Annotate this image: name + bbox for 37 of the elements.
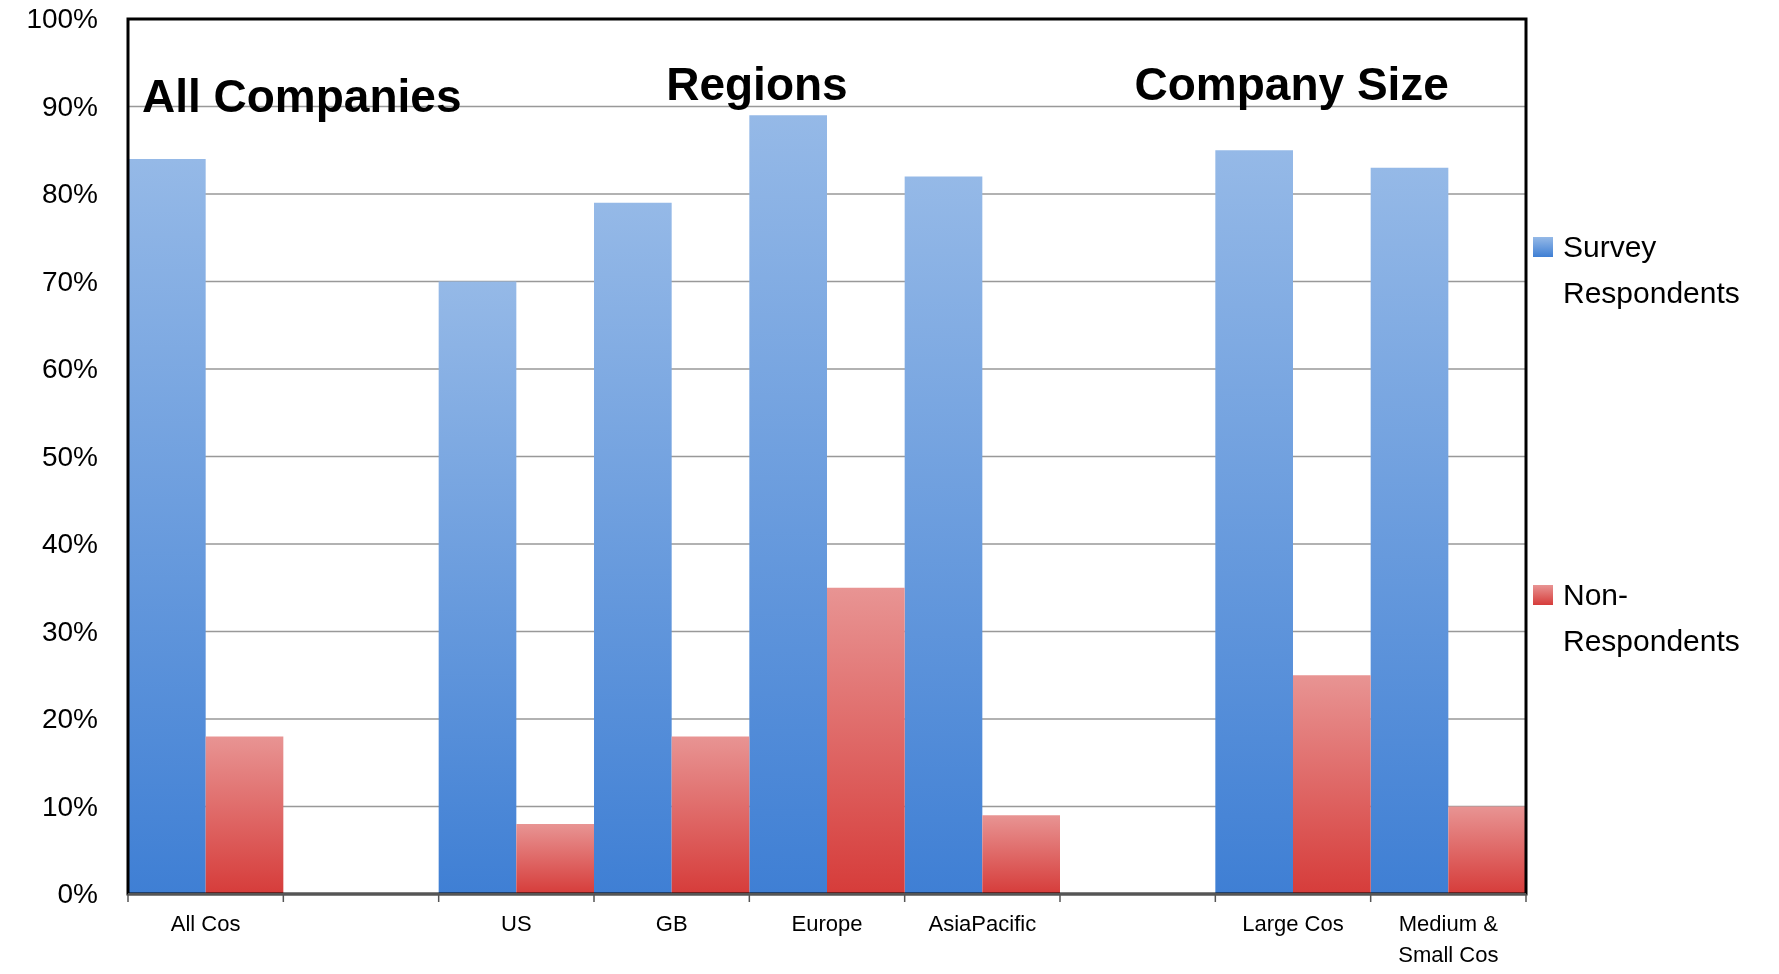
x-tick-label: GB bbox=[655, 911, 688, 936]
y-tick-label: 0% bbox=[57, 878, 98, 910]
bar bbox=[1370, 167, 1449, 894]
y-tick-label: 10% bbox=[41, 790, 98, 822]
y-tick-label: 60% bbox=[41, 353, 98, 385]
bar bbox=[516, 824, 594, 894]
legend-label: Survey Respondents bbox=[1563, 230, 1740, 309]
bar bbox=[904, 176, 983, 894]
bar bbox=[438, 281, 517, 894]
bar bbox=[205, 736, 284, 894]
annotation: Regions bbox=[666, 58, 848, 110]
bar bbox=[671, 736, 750, 894]
x-tick-label: Europe bbox=[791, 911, 863, 936]
bar bbox=[1215, 150, 1293, 894]
x-tick-label: Large Cos bbox=[1242, 911, 1344, 936]
bar bbox=[1293, 675, 1371, 894]
y-tick-label: 20% bbox=[41, 703, 98, 735]
bar bbox=[749, 115, 827, 894]
bar bbox=[1448, 806, 1526, 894]
y-tick-label: 30% bbox=[41, 615, 98, 647]
x-tick-label: US bbox=[501, 911, 532, 936]
annotation: Company Size bbox=[1134, 58, 1449, 110]
legend-label: Non-Respondents bbox=[1563, 578, 1740, 657]
bar bbox=[827, 587, 905, 894]
x-tick-label: Medium & Small Cos bbox=[1398, 911, 1499, 967]
annotation: All Companies bbox=[141, 70, 462, 122]
y-tick-label: 90% bbox=[41, 90, 98, 122]
y-tick-label: 50% bbox=[41, 440, 98, 472]
bar bbox=[128, 159, 206, 894]
x-tick-label: AsiaPacific bbox=[928, 911, 1037, 936]
y-tick-label: 70% bbox=[41, 265, 98, 297]
y-tick-label: 40% bbox=[41, 528, 98, 560]
x-tick-label: All Cos bbox=[170, 911, 241, 936]
y-tick-label: 80% bbox=[41, 178, 98, 210]
y-tick-label: 100% bbox=[26, 3, 98, 35]
bar bbox=[594, 202, 672, 894]
bar bbox=[982, 815, 1060, 894]
